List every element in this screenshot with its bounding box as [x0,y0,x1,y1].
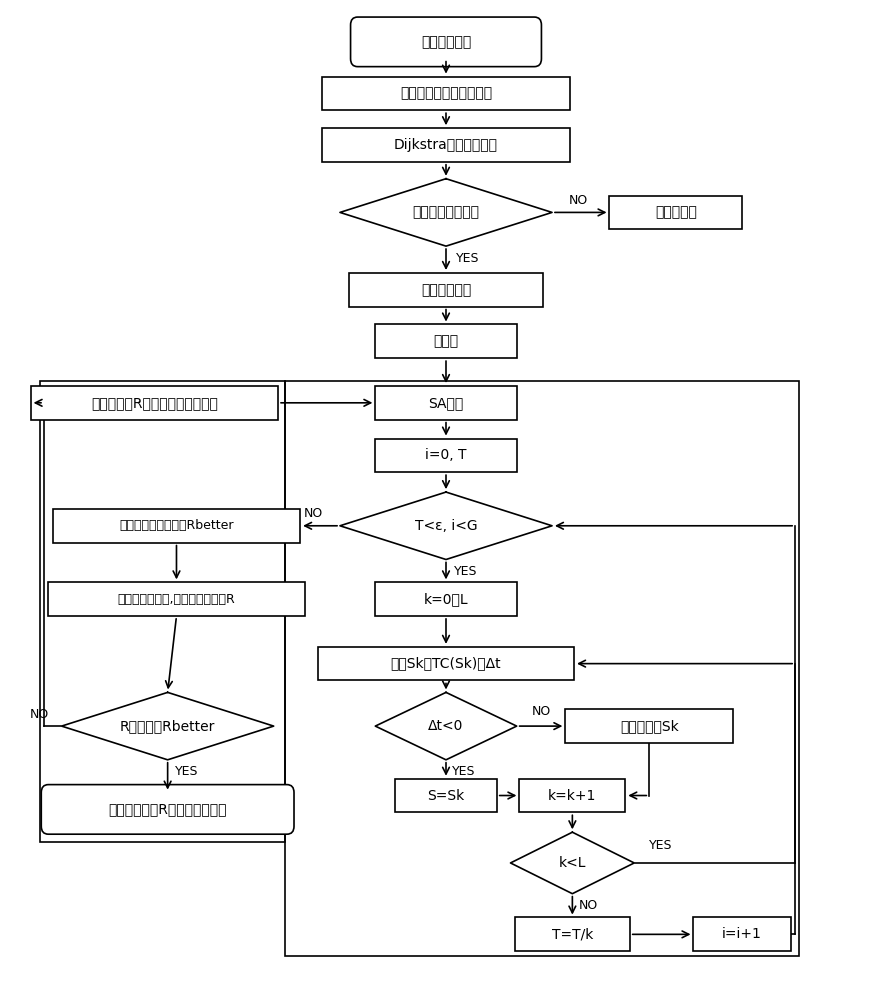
Bar [53,509,301,543]
Text: 按概率接受Sk: 按概率接受Sk [620,719,679,733]
Bar [48,582,304,616]
Text: 输出线路集合R及其对应频率等: 输出线路集合R及其对应频率等 [109,802,227,816]
Text: T=T/k: T=T/k [551,927,593,941]
Bar [285,381,799,956]
Text: R是否优于Rbetter: R是否优于Rbetter [120,719,215,733]
Text: 数据初始化（基本参数）: 数据初始化（基本参数） [400,86,492,100]
Text: YES: YES [649,839,673,852]
Text: 剔除该线路: 剔除该线路 [655,205,697,219]
Bar [318,647,574,680]
Bar [519,779,625,812]
Text: k=0，L: k=0，L [424,592,468,606]
Polygon shape [340,179,552,246]
Bar [609,196,742,229]
Text: i=i+1: i=i+1 [723,927,762,941]
FancyBboxPatch shape [351,17,541,67]
Text: 公交线网简化: 公交线网简化 [421,35,471,49]
Text: YES: YES [457,252,480,265]
Text: i=0, T: i=0, T [425,448,467,462]
Bar [39,381,285,842]
Text: Δt<0: Δt<0 [428,719,464,733]
Text: SA算法: SA算法 [428,396,464,410]
Text: k=k+1: k=k+1 [549,789,597,803]
Bar [30,386,278,420]
Bar [515,917,630,951]
Bar [376,386,516,420]
Bar [376,324,516,358]
Text: 线路调整和合并,得新的线路集合R: 线路调整和合并,得新的线路集合R [118,593,235,606]
Text: YES: YES [452,765,475,778]
Text: 线路长度约束条件: 线路长度约束条件 [412,205,480,219]
Text: NO: NO [304,507,323,520]
Bar [322,128,570,162]
Text: NO: NO [30,708,49,721]
Text: 将线路集合R作为初始候选线路集: 将线路集合R作为初始候选线路集 [91,396,218,410]
Bar [322,77,570,110]
Text: 输出并存储线路集合Rbetter: 输出并存储线路集合Rbetter [120,519,234,532]
Bar [566,709,733,743]
Text: 候选线路集合: 候选线路集合 [421,283,471,297]
Text: Dijkstra法求最短路径: Dijkstra法求最短路径 [394,138,498,152]
Text: NO: NO [532,705,551,718]
Polygon shape [376,692,516,760]
Text: NO: NO [579,899,598,912]
Polygon shape [62,692,274,760]
Bar [693,917,790,951]
Text: 计算Sk、TC(Sk)、Δt: 计算Sk、TC(Sk)、Δt [391,657,501,671]
FancyBboxPatch shape [41,785,294,834]
Text: S=Sk: S=Sk [427,789,465,803]
Bar [395,779,497,812]
Text: YES: YES [454,565,477,578]
Bar [376,439,516,472]
Bar [376,582,516,616]
Text: YES: YES [176,765,199,778]
Text: 初始解: 初始解 [434,334,458,348]
Polygon shape [510,832,634,894]
Text: NO: NO [569,194,588,207]
Text: k<L: k<L [558,856,586,870]
Bar [349,273,543,307]
Text: T<ε, i<G: T<ε, i<G [415,519,477,533]
Polygon shape [340,492,552,560]
